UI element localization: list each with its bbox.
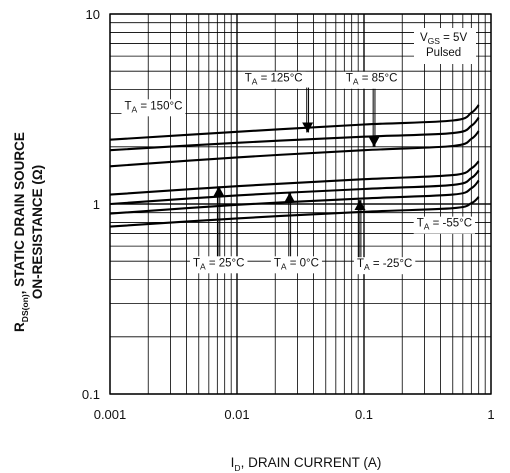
label-t150-sub: A [132, 104, 138, 114]
label-t55-main: T [417, 218, 424, 230]
label-tm25: TA = -25°C [353, 257, 416, 275]
conditions-box-bg [414, 28, 476, 64]
condition-vgs-rest: = 5V [440, 32, 468, 44]
label-t25-sub: A [200, 261, 206, 271]
label-t125-bg [241, 71, 306, 89]
label-t0-bg [270, 256, 322, 274]
label-tm25-main: T [357, 258, 364, 270]
label-t25-rest: = 25°C [206, 257, 245, 269]
condition-vgs-sub: GS [428, 36, 441, 46]
y-axis-title-rest: , STATIC DRAIN SOURCE [12, 132, 27, 294]
series-line-4 [109, 169, 480, 206]
label-t0-rest: = 0°C [287, 257, 319, 269]
label-t55-text: TA = -55°C [417, 218, 472, 232]
label-t0-main: T [274, 257, 281, 269]
series-line-5 [109, 179, 480, 215]
arrow-m25-head [354, 199, 366, 210]
label-t25: TA = 25°C [189, 256, 248, 274]
label-t150-rest: = 150°C [137, 100, 182, 112]
label-tm25-rest: = -25°C [370, 258, 413, 270]
condition-vgs-main: V [420, 32, 428, 44]
label-t85-text: TA = 85°C [346, 73, 398, 87]
x-tick-label-1: 0.01 [224, 407, 249, 422]
arrow-85-head [368, 136, 380, 147]
plot-grid [109, 13, 492, 395]
x-axis-title: ID, DRAIN CURRENT (A) [231, 455, 382, 473]
annotation-group: TA = 150°CTA = 125°C TA = 85°CTA = -55°CT… [121, 71, 476, 275]
condition-mode: Pulsed [426, 47, 461, 59]
label-t85-bg [342, 71, 401, 89]
y-axis-title-main: R [12, 322, 27, 332]
label-t55-bg [413, 216, 476, 234]
label-t55: TA = -55°C [413, 216, 476, 234]
label-t85-main: T [346, 73, 353, 85]
label-t125-rest: = 125°C [257, 73, 302, 85]
label-t125: TA = 125°C [241, 71, 306, 89]
y-tick-label-0: 10 [86, 7, 100, 22]
x-axis-title-main: I [231, 455, 235, 470]
label-t85: TA = 85°C [342, 71, 401, 89]
label-t55-sub: A [424, 222, 430, 232]
label-t125-text: TA = 125°C [245, 73, 303, 87]
label-t150: TA = 150°C [121, 99, 186, 117]
x-axis-title-rest: , DRAIN CURRENT (A) [241, 455, 382, 470]
y-axis-title-sub: DS(on) [20, 294, 30, 322]
label-t150-main: T [124, 100, 131, 112]
label-t55-rest: = -55°C [429, 218, 472, 230]
label-t150-text: TA = 150°C [124, 100, 182, 114]
label-t25-main: T [193, 257, 200, 269]
series-line-3 [109, 160, 480, 196]
label-t125-sub: A [252, 77, 258, 87]
conditions-box: VGS = 5V Pulsed [414, 28, 476, 64]
label-t125-main: T [245, 73, 252, 85]
arrow-0-head [284, 192, 296, 203]
y-axis-title: RDS(on), STATIC DRAIN SOURCE ON-RESISTAN… [12, 132, 45, 332]
x-tick-label-3: 1 [487, 407, 494, 422]
arrow-25-head [213, 186, 225, 197]
arrow-125-head [302, 122, 314, 133]
label-tm25-bg [353, 257, 416, 275]
condition-vgs: VGS = 5V [420, 32, 467, 46]
curve-group [109, 104, 480, 228]
label-t25-text: TA = 25°C [193, 257, 245, 271]
x-tick-label-2: 0.1 [355, 407, 373, 422]
x-tick-label-0: 0.001 [94, 407, 127, 422]
label-tm25-text: TA = -25°C [357, 258, 412, 272]
label-t0-text: TA = 0°C [274, 257, 319, 271]
y-tick-label-2: 0.1 [82, 387, 100, 402]
svg-text:RDS(on), STATIC DRAIN SOURCE: RDS(on), STATIC DRAIN SOURCE [12, 132, 30, 332]
series-line-2 [109, 130, 480, 168]
arrow-group [213, 87, 380, 263]
label-t85-rest: = 85°C [359, 73, 398, 85]
label-t0: TA = 0°C [270, 256, 322, 274]
label-t150-bg [121, 99, 186, 117]
y-axis-title-line2: ON-RESISTANCE (Ω) [30, 165, 45, 299]
series-line-6 [109, 196, 480, 228]
x-axis-title-sub: D [234, 463, 240, 473]
label-t25-bg [189, 256, 248, 274]
label-tm25-sub: A [364, 262, 370, 272]
tick-label-group: 0.001 0.01 0.1 1 10 1 0.1 [82, 7, 495, 422]
label-t0-sub: A [281, 261, 287, 271]
y-tick-label-1: 1 [93, 197, 100, 212]
label-t85-sub: A [353, 77, 359, 87]
